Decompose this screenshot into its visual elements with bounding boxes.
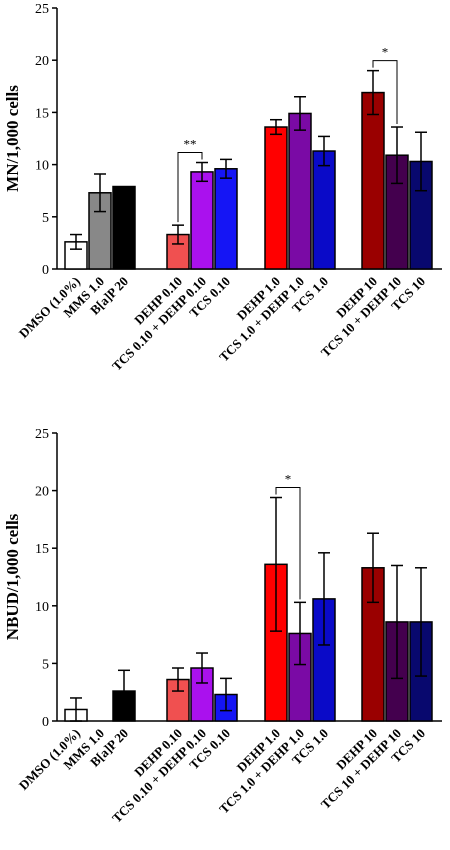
significance-bracket	[275, 487, 301, 600]
y-tick-label: 15	[35, 542, 49, 557]
significance-label: **	[184, 137, 197, 152]
significance-bracket	[372, 60, 398, 125]
y-axis-title: MN/1,000 cells	[3, 85, 22, 192]
y-tick-label: 20	[35, 54, 49, 69]
bar	[312, 150, 336, 270]
bar	[190, 171, 214, 270]
y-tick-label: 25	[35, 427, 49, 442]
y-tick-label: 10	[35, 600, 49, 615]
significance-label: *	[285, 472, 292, 487]
y-tick-label: 5	[42, 657, 49, 672]
y-tick-label: 5	[42, 211, 49, 226]
bar	[264, 126, 288, 270]
y-tick-label: 0	[42, 715, 49, 730]
y-tick-label: 25	[35, 2, 49, 17]
y-axis-title: NBUD/1,000 cells	[3, 513, 22, 640]
y-tick-label: 10	[35, 159, 49, 174]
bar	[112, 185, 136, 270]
y-tick-label: 15	[35, 106, 49, 121]
bar	[214, 168, 238, 270]
bar	[361, 91, 385, 270]
bar	[288, 112, 312, 270]
significance-bracket	[177, 152, 203, 223]
y-tick-label: 0	[42, 263, 49, 278]
y-tick-label: 20	[35, 485, 49, 500]
significance-label: *	[382, 45, 389, 60]
